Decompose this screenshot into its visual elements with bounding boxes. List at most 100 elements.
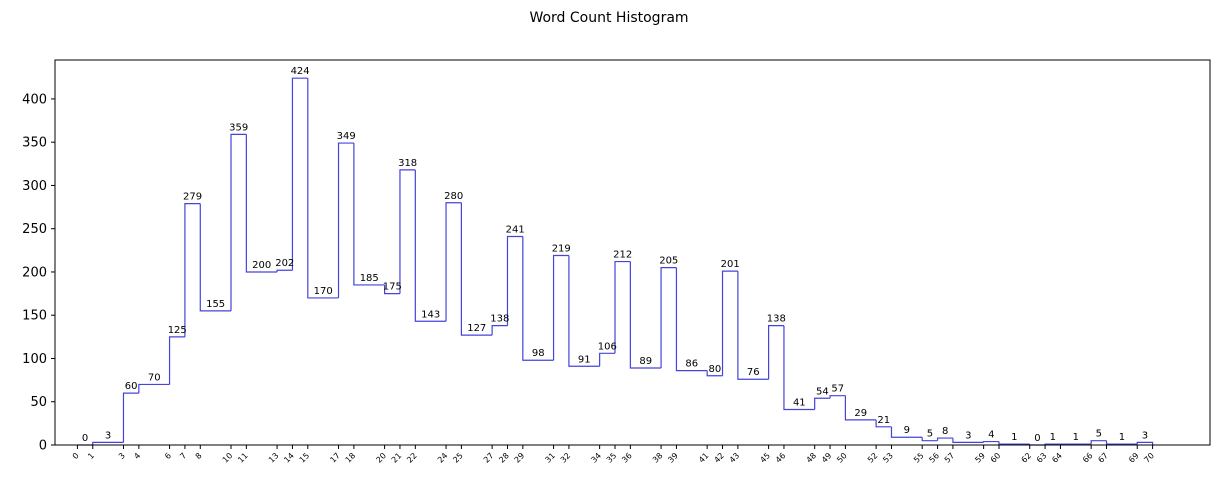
x-tick-label: 21 (390, 451, 404, 465)
bin-value-label: 80 (708, 364, 721, 375)
bin-value-label: 91 (578, 354, 591, 365)
x-tick-label: 41 (697, 451, 711, 465)
x-tick-label: 28 (497, 451, 511, 465)
histogram-bin (491, 325, 508, 336)
bin-value-label: 138 (767, 314, 786, 325)
x-tick-label: 25 (451, 451, 465, 465)
bin-value-label: 3 (1142, 430, 1148, 441)
x-tick-label: 39 (666, 451, 680, 465)
x-tick-label: 35 (605, 451, 619, 465)
bin-value-label: 202 (275, 258, 294, 269)
x-tick-label: 7 (178, 451, 188, 461)
plot-area-frame (54, 59, 1211, 446)
histogram-bin (506, 235, 523, 326)
bin-value-label: 185 (360, 273, 379, 284)
histogram-bin (414, 169, 447, 322)
x-tick-label: 15 (298, 451, 312, 465)
histogram-bin (522, 236, 554, 361)
histogram-bin (399, 169, 416, 294)
histogram-bin (706, 370, 723, 377)
histogram-bin (1105, 440, 1138, 445)
bin-value-label: 175 (383, 282, 402, 293)
x-tick-label: 42 (712, 451, 726, 465)
y-tick-label: 200 (22, 265, 47, 280)
x-tick-label: 1 (86, 451, 96, 461)
x-tick-label: 55 (912, 451, 926, 465)
bin-value-label: 279 (183, 192, 202, 203)
histogram-bin (230, 133, 247, 311)
x-tick-label: 45 (758, 451, 772, 465)
y-tick-label: 150 (22, 309, 47, 324)
bin-value-label: 41 (793, 398, 806, 409)
x-tick-label: 11 (236, 451, 250, 465)
x-tick-label: 57 (943, 451, 957, 465)
bin-value-label: 1 (1073, 432, 1079, 443)
x-tick-label: 14 (282, 451, 296, 465)
bin-value-label: 359 (229, 122, 248, 133)
x-tick-label: 70 (1142, 451, 1156, 465)
x-tick-label: 59 (973, 451, 987, 465)
histogram-bin (660, 267, 677, 368)
x-tick-label: 43 (728, 451, 742, 465)
histogram-bin (936, 437, 953, 441)
x-tick-label: 52 (866, 451, 880, 465)
bin-value-label: 318 (398, 158, 417, 169)
bin-value-label: 5 (927, 429, 933, 440)
bin-value-label: 138 (490, 314, 509, 325)
bin-value-label: 76 (747, 367, 760, 378)
bin-value-label: 143 (421, 309, 440, 320)
x-tick-label: 3 (117, 451, 127, 461)
histogram-bin (814, 397, 831, 410)
histogram-bin (890, 426, 923, 438)
bin-value-label: 9 (904, 425, 910, 436)
bin-value-label: 349 (337, 131, 356, 142)
histogram-bin (1090, 440, 1107, 445)
bars-layer (77, 77, 1154, 446)
x-tick-label: 27 (482, 451, 496, 465)
x-tick-label: 56 (927, 451, 941, 465)
y-tick-label: 300 (22, 179, 47, 194)
x-tick-label: 66 (1081, 451, 1095, 465)
histogram-bin (138, 383, 170, 394)
x-tick-label: 32 (559, 451, 573, 465)
x-tick-label: 13 (267, 451, 281, 465)
x-tick-label: 62 (1020, 451, 1034, 465)
histogram-bin (998, 441, 1030, 445)
histogram-bin (952, 438, 984, 444)
histogram-bin (675, 267, 708, 372)
bin-value-label: 201 (721, 259, 740, 270)
y-tick-label: 100 (22, 352, 47, 367)
x-tick-label: 20 (374, 451, 388, 465)
histogram-bin (245, 134, 278, 273)
histogram-bin (184, 203, 201, 337)
histogram-bin (168, 336, 185, 385)
bin-value-label: 106 (598, 341, 617, 352)
bin-value-label: 8 (942, 426, 948, 437)
bin-value-label: 3 (965, 430, 971, 441)
histogram-bin (92, 441, 124, 445)
bin-value-label: 29 (854, 408, 867, 419)
bin-value-label: 125 (168, 325, 187, 336)
x-tick-label: 63 (1035, 451, 1049, 465)
bin-value-label: 4 (988, 430, 994, 441)
bin-value-label: 212 (613, 250, 632, 261)
bin-value-label: 21 (877, 415, 890, 426)
x-tick-label: 8 (194, 451, 204, 461)
bin-value-label: 1 (1119, 432, 1125, 443)
bin-value-label: 5 (1096, 429, 1102, 440)
bin-value-label: 0 (82, 433, 88, 444)
histogram-bin (629, 261, 662, 369)
histogram-bin (768, 325, 784, 380)
histogram-bin (384, 284, 400, 295)
bin-value-label: 1 (1050, 432, 1056, 443)
x-tick-label: 69 (1127, 451, 1141, 465)
histogram-bin (829, 395, 846, 399)
histogram-bin (921, 437, 938, 442)
x-tick-label: 38 (651, 451, 665, 465)
bin-value-label: 70 (148, 372, 161, 383)
bin-value-label: 424 (291, 66, 310, 77)
histogram-bin (307, 78, 339, 299)
bin-value-label: 155 (206, 299, 225, 310)
x-axis: 0 1 3 4 6 7 8 10 11 13 14 15 17 18 20 21 22 24 25 27 28 29 31 3… (71, 445, 1156, 465)
